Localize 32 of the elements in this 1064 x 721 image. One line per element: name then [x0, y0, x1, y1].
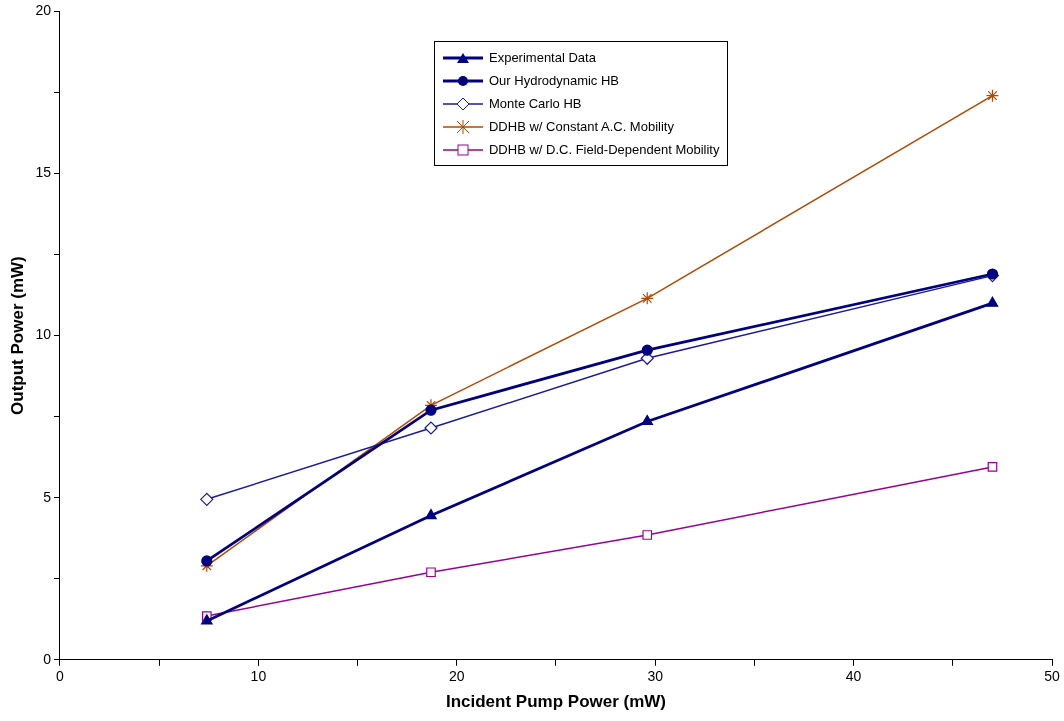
point	[424, 421, 438, 435]
legend-label: DDHB w/ D.C. Field-Dependent Mobility	[488, 142, 720, 158]
x-tick-label: 20	[448, 668, 465, 685]
point	[426, 567, 436, 578]
x-tick-label: 30	[647, 668, 664, 685]
y-tick-label: 10	[35, 326, 52, 343]
point	[201, 555, 213, 567]
y-axis-title: Output Power (mW)	[7, 256, 27, 415]
point	[425, 404, 437, 416]
x-tick-label: 50	[1044, 668, 1060, 685]
x-axis-title: Incident Pump Power (mW)	[445, 692, 667, 712]
y-tick-label: 20	[35, 2, 52, 19]
y-tick-label: 5	[43, 488, 52, 505]
point	[985, 89, 1000, 103]
point	[425, 508, 437, 520]
legend-label: Experimental Data	[488, 50, 596, 66]
point	[641, 414, 654, 426]
point	[640, 291, 654, 305]
x-tick-label: 0	[56, 668, 65, 685]
point	[986, 296, 999, 307]
y-tick-label: 15	[35, 164, 52, 181]
legend-label: Monte Carlo HB	[488, 96, 582, 112]
point	[987, 462, 998, 472]
legend-label: DDHB w/ Constant A.C. Mobility	[488, 119, 674, 135]
point	[641, 344, 653, 356]
y-tick-label: 0	[43, 650, 52, 667]
legend-label: Our Hydrodynamic HB	[488, 73, 620, 89]
point	[201, 614, 213, 625]
point	[642, 530, 653, 540]
x-tick-label: 40	[845, 668, 862, 685]
x-tick-label: 10	[250, 668, 267, 685]
point	[200, 492, 214, 506]
